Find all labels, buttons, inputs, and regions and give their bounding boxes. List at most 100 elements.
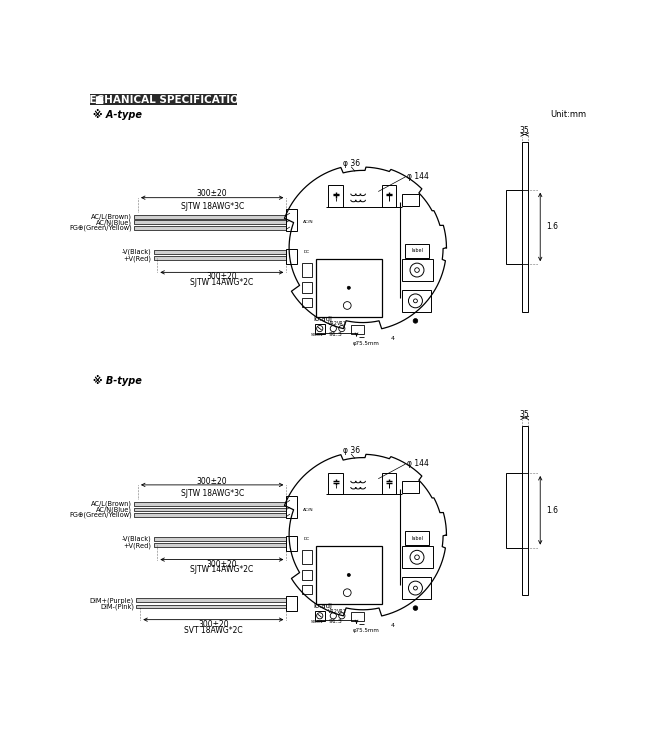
Text: +V(Red): +V(Red)	[123, 255, 151, 261]
Bar	[401, 259, 433, 281]
Text: 1.6: 1.6	[547, 222, 558, 231]
Text: AC/N: AC/N	[304, 508, 314, 512]
Circle shape	[339, 613, 345, 619]
Bar	[137, 598, 288, 602]
Text: SJTW 18AWG*3C: SJTW 18AWG*3C	[180, 489, 244, 498]
Circle shape	[409, 294, 422, 308]
Text: 91.3: 91.3	[329, 332, 342, 337]
Text: FG⊕(Green/Yellow): FG⊕(Green/Yellow)	[69, 512, 132, 518]
Text: SW61: SW61	[311, 620, 324, 624]
Text: VR2: VR2	[328, 321, 338, 327]
Circle shape	[292, 256, 296, 261]
Bar	[401, 194, 419, 206]
Text: lo.adj: lo.adj	[313, 315, 332, 321]
Circle shape	[347, 286, 350, 289]
Text: AC/L(Brown): AC/L(Brown)	[91, 501, 132, 507]
Circle shape	[292, 604, 296, 609]
Bar	[401, 547, 433, 568]
Circle shape	[330, 613, 336, 619]
Bar	[401, 577, 431, 599]
Bar	[302, 298, 312, 307]
Text: SVT 18AWG*2C: SVT 18AWG*2C	[184, 626, 243, 635]
Bar	[382, 185, 396, 207]
Text: φ75.5mm: φ75.5mm	[353, 628, 380, 633]
Circle shape	[347, 574, 350, 577]
Bar	[506, 189, 522, 264]
Circle shape	[317, 326, 323, 332]
Text: 300±20: 300±20	[206, 273, 237, 282]
Bar	[302, 551, 312, 564]
Text: 4: 4	[390, 336, 394, 341]
Text: FG⊕(Green/Yellow): FG⊕(Green/Yellow)	[69, 225, 132, 231]
Circle shape	[415, 555, 419, 560]
Bar	[153, 256, 288, 260]
Text: ※ B-type: ※ B-type	[93, 375, 142, 386]
Circle shape	[410, 263, 424, 277]
Text: DC: DC	[304, 249, 310, 254]
Circle shape	[409, 581, 422, 595]
Circle shape	[292, 544, 296, 548]
Circle shape	[292, 213, 296, 217]
Text: 1.6: 1.6	[547, 506, 558, 515]
Text: 300±20: 300±20	[198, 619, 228, 628]
Text: φ 144: φ 144	[407, 172, 429, 181]
Bar	[134, 225, 288, 230]
Bar	[328, 185, 343, 207]
Circle shape	[292, 227, 296, 231]
Circle shape	[339, 326, 345, 332]
Bar	[137, 604, 288, 608]
Text: MECHANICAL SPECIFICATION: MECHANICAL SPECIFICATION	[79, 94, 248, 105]
Text: AC/N(Blue): AC/N(Blue)	[96, 506, 132, 513]
Circle shape	[330, 326, 336, 332]
Circle shape	[317, 613, 323, 619]
Circle shape	[343, 302, 351, 309]
Bar	[302, 282, 312, 293]
Bar	[286, 249, 297, 264]
Text: DC: DC	[304, 537, 310, 541]
Bar	[401, 481, 419, 493]
Text: SJTW 14AWG*2C: SJTW 14AWG*2C	[190, 278, 253, 287]
Circle shape	[292, 249, 296, 254]
Text: VR1: VR1	[337, 321, 347, 327]
Text: AC/N: AC/N	[304, 220, 314, 224]
Text: 300±20: 300±20	[197, 476, 228, 485]
Circle shape	[292, 515, 296, 518]
Bar	[286, 536, 297, 551]
Bar	[153, 249, 288, 253]
Bar	[134, 508, 288, 512]
Text: SJTW 18AWG*3C: SJTW 18AWG*3C	[180, 201, 244, 210]
Bar	[134, 220, 288, 224]
Bar	[328, 473, 343, 494]
Circle shape	[292, 598, 296, 602]
Text: 4: 4	[390, 623, 394, 628]
Bar	[134, 503, 288, 506]
Text: 35: 35	[520, 410, 529, 419]
Text: ■: ■	[94, 94, 103, 105]
Text: SW61: SW61	[311, 333, 324, 337]
Bar	[522, 425, 528, 595]
Bar	[286, 497, 297, 518]
Bar	[302, 585, 312, 594]
Text: φ 36: φ 36	[342, 446, 360, 455]
Text: φ 144: φ 144	[407, 459, 429, 468]
Bar	[286, 595, 297, 611]
Text: 91.3: 91.3	[329, 619, 342, 624]
Bar	[286, 209, 297, 231]
Text: VR2: VR2	[328, 609, 338, 613]
Text: φ 36: φ 36	[342, 159, 360, 168]
Bar	[405, 244, 429, 258]
Bar	[153, 537, 288, 541]
Text: φ75.5mm: φ75.5mm	[353, 341, 380, 346]
Bar	[382, 473, 396, 494]
Text: -V(Black): -V(Black)	[121, 536, 151, 542]
Text: SJTW 14AWG*2C: SJTW 14AWG*2C	[190, 565, 253, 574]
Text: AC/L(Brown): AC/L(Brown)	[91, 213, 132, 220]
Text: 300±20: 300±20	[206, 560, 237, 568]
Text: Unit:mm: Unit:mm	[550, 110, 586, 119]
Circle shape	[413, 606, 418, 610]
Bar	[153, 543, 288, 547]
Bar	[315, 324, 325, 334]
Text: ※ A-type: ※ A-type	[93, 109, 142, 120]
Text: lo.adj: lo.adj	[313, 603, 332, 609]
Circle shape	[413, 318, 418, 323]
